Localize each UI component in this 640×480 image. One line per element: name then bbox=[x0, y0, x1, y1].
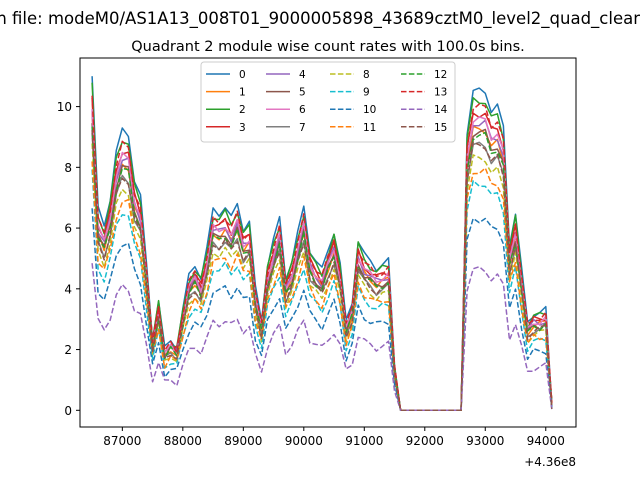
series-line-13 bbox=[91, 95, 553, 412]
y-tick-label: 10 bbox=[57, 100, 72, 114]
y-tick-label: 0 bbox=[64, 404, 72, 418]
series-line-12 bbox=[91, 126, 553, 412]
y-axis: 0 2 4 6 8 10 bbox=[57, 100, 80, 418]
legend-label-13: 13 bbox=[434, 87, 447, 99]
x-tick-label: 92000 bbox=[406, 434, 444, 448]
legend-label-3: 3 bbox=[239, 122, 246, 134]
series-line-6 bbox=[91, 109, 553, 412]
x-axis-offset-label: +4.36e8 bbox=[524, 455, 576, 469]
y-tick-label: 8 bbox=[64, 161, 72, 175]
legend-label-12: 12 bbox=[434, 69, 447, 81]
series-layer bbox=[91, 76, 553, 412]
x-tick-label: 90000 bbox=[285, 434, 323, 448]
figure-suptitle: n file: modeM0/AS1A13_008T01_9000005898_… bbox=[0, 9, 640, 29]
series-line-0 bbox=[91, 76, 553, 412]
legend-label-1: 1 bbox=[239, 87, 246, 99]
x-tick-label: 91000 bbox=[345, 434, 383, 448]
x-tick-label: 94000 bbox=[527, 434, 565, 448]
legend-label-2: 2 bbox=[239, 104, 246, 116]
legend-label-11: 11 bbox=[363, 122, 376, 134]
legend-label-0: 0 bbox=[239, 69, 246, 81]
x-tick-label: 93000 bbox=[466, 434, 504, 448]
legend-label-9: 9 bbox=[363, 87, 370, 99]
legend-label-14: 14 bbox=[434, 104, 448, 116]
series-line-9 bbox=[91, 169, 553, 412]
x-tick-label: 87000 bbox=[103, 434, 141, 448]
x-axis: 87000 88000 89000 90000 91000 92000 93000 94000 bbox=[103, 427, 565, 448]
legend-label-15: 15 bbox=[434, 122, 447, 134]
y-tick-label: 2 bbox=[64, 343, 72, 357]
y-tick-label: 6 bbox=[64, 222, 72, 236]
series-line-15 bbox=[91, 130, 553, 412]
chart-title: Quadrant 2 module wise count rates with … bbox=[131, 39, 525, 55]
x-tick-label: 88000 bbox=[164, 434, 202, 448]
legend-label-4: 4 bbox=[299, 69, 306, 81]
legend-label-6: 6 bbox=[299, 104, 306, 116]
legend-label-7: 7 bbox=[299, 122, 306, 134]
x-tick-label: 89000 bbox=[224, 434, 262, 448]
series-line-10 bbox=[91, 208, 553, 412]
legend-label-5: 5 bbox=[299, 87, 306, 99]
series-line-11 bbox=[91, 161, 553, 412]
legend-label-8: 8 bbox=[363, 69, 370, 81]
legend-label-10: 10 bbox=[363, 104, 376, 116]
series-line-14 bbox=[91, 263, 553, 412]
y-tick-label: 4 bbox=[64, 282, 72, 296]
legend-box bbox=[200, 61, 456, 143]
